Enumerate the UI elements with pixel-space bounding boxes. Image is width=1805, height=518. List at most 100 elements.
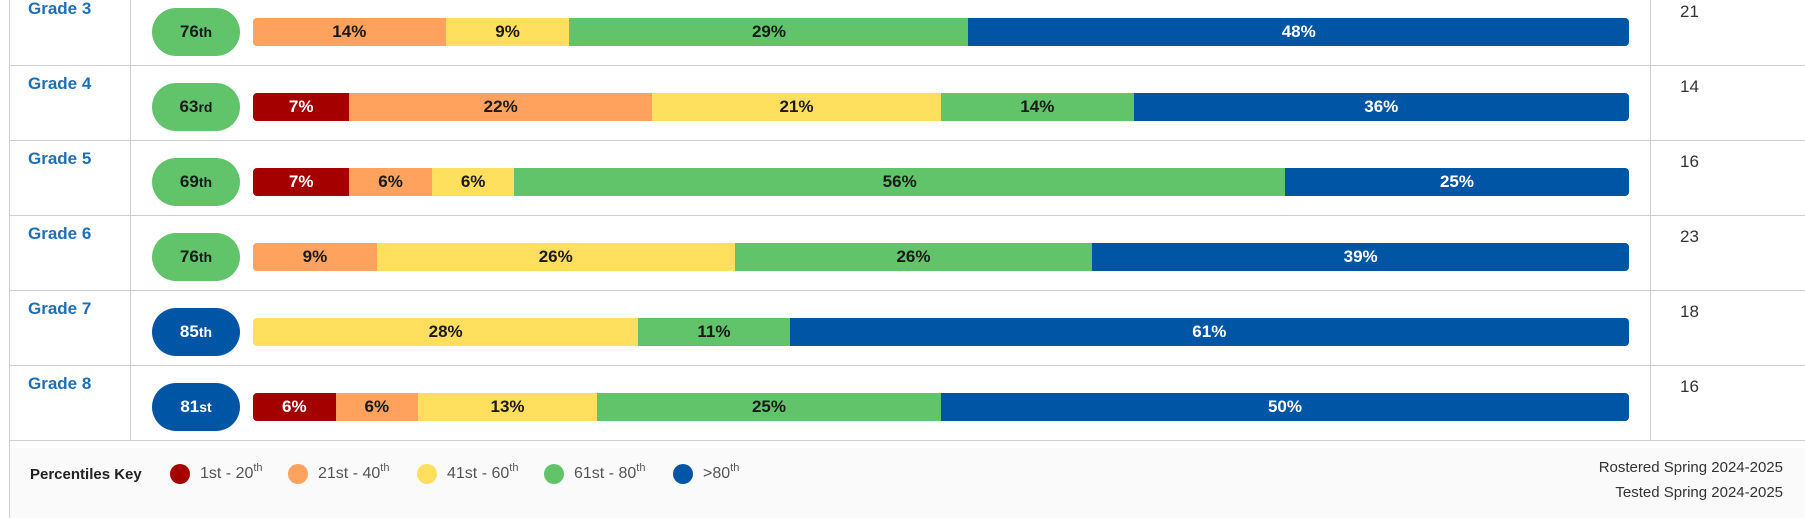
grade-link[interactable]: Grade 3 (28, 0, 92, 18)
student-count: 16 (1680, 152, 1699, 171)
percentile-suffix: st (199, 399, 212, 415)
segment-value-label: 25% (1439, 172, 1474, 191)
tested-label: Tested Spring 2024-2025 (1615, 484, 1783, 501)
bar-segment: 26% (734, 243, 1093, 271)
segment-value-label: 6% (281, 397, 307, 416)
percentile-distribution-bar: 14% 9% 29% 48% (253, 18, 1629, 46)
percentile-suffix: rd (198, 99, 213, 115)
segment-value-label: 14% (1020, 97, 1055, 116)
bar-segment: 11% (638, 318, 790, 346)
student-count: 23 (1680, 227, 1699, 246)
grade-link[interactable]: Grade 5 (28, 149, 92, 168)
segment-value-label: 56% (882, 172, 917, 191)
bar-segment: 28% (253, 318, 639, 346)
grade-cell: Grade 3 (10, 0, 131, 65)
key-color-dot (544, 464, 564, 484)
key-label: 1st - 20 (200, 465, 254, 482)
grade-link[interactable]: Grade 6 (28, 224, 92, 243)
grade-cell: Grade 5 (10, 141, 131, 215)
grade-link[interactable]: Grade 7 (28, 299, 92, 318)
percentiles-panel (9, 0, 1805, 518)
bar-segment: 39% (1092, 243, 1629, 271)
key-color-dot (288, 464, 308, 484)
percentile-distribution-bar: 28% 11% 61% (253, 318, 1629, 346)
bar-segment: 25% (1284, 168, 1629, 196)
percentile-distribution-bar: 7% 22% 21% 14% 36% (253, 93, 1629, 121)
bar-segment: 6% (349, 168, 432, 196)
segment-value-label: 7% (288, 172, 314, 191)
grade-cell: Grade 6 (10, 216, 131, 290)
key-label: 61st - 80 (574, 465, 637, 482)
bar-segment: 6% (431, 168, 515, 196)
segment-value-label: 36% (1364, 97, 1399, 116)
student-count: 21 (1680, 2, 1699, 21)
bar-segment: 56% (514, 168, 1285, 196)
key-label: 21st - 40 (318, 465, 381, 482)
segment-value-label: 50% (1267, 397, 1302, 416)
segment-value-label: 21% (779, 97, 814, 116)
bar-segment: 29% (569, 18, 969, 46)
student-count-cell: 16 (1650, 141, 1805, 215)
segment-value-label: 6% (378, 172, 403, 191)
key-label-suffix: th (509, 462, 519, 474)
bar-segment: 48% (968, 18, 1629, 46)
key-title: Percentiles Key (30, 466, 142, 483)
bar-segment: 36% (1133, 93, 1629, 121)
percentile-number: 76 (179, 247, 199, 266)
bar-segment: 6% (253, 393, 336, 421)
grade-link[interactable]: Grade 4 (28, 74, 92, 93)
key-label: >80 (703, 465, 731, 482)
bar-segment: 21% (652, 93, 941, 121)
percentile-number: 81 (180, 397, 200, 416)
segment-value-label: 48% (1281, 22, 1316, 41)
bar-segment: 7% (253, 93, 350, 121)
percentile-number: 76 (179, 22, 199, 41)
segment-value-label: 22% (483, 97, 518, 116)
bar-segment: 26% (376, 243, 735, 271)
student-count-cell: 21 (1650, 0, 1805, 65)
student-count: 14 (1680, 77, 1699, 96)
segment-value-label: 14% (332, 22, 367, 41)
segment-value-label: 6% (364, 397, 390, 416)
segment-value-label: 39% (1343, 247, 1378, 266)
segment-value-label: 6% (460, 172, 486, 191)
percentile-suffix: th (198, 24, 213, 40)
bar-segment: 22% (349, 93, 653, 121)
key-item: >80 th (673, 462, 739, 485)
grade-cell: Grade 7 (10, 291, 131, 365)
bar-segment: 14% (940, 93, 1134, 121)
percentile-distribution-bar: 9% 26% 26% 39% (253, 243, 1629, 271)
segment-value-label: 29% (751, 22, 786, 41)
grade-link[interactable]: Grade 8 (28, 374, 92, 393)
key-color-dot (170, 464, 190, 484)
segment-value-label: 7% (288, 97, 314, 116)
key-color-dot (417, 464, 437, 484)
percentile-suffix: th (198, 324, 213, 340)
student-count: 18 (1680, 302, 1699, 321)
bar-segment: 9% (253, 243, 377, 271)
bar-segment: 61% (789, 318, 1629, 346)
bar-segment: 9% (445, 18, 570, 46)
key-label-suffix: th (636, 462, 646, 474)
segment-value-label: 28% (428, 322, 463, 341)
segment-value-label: 9% (302, 247, 328, 266)
percentile-suffix: th (198, 249, 213, 265)
grade-cell: Grade 4 (10, 66, 131, 140)
bar-segment: 14% (253, 18, 446, 46)
bar-segment: 50% (940, 393, 1629, 421)
